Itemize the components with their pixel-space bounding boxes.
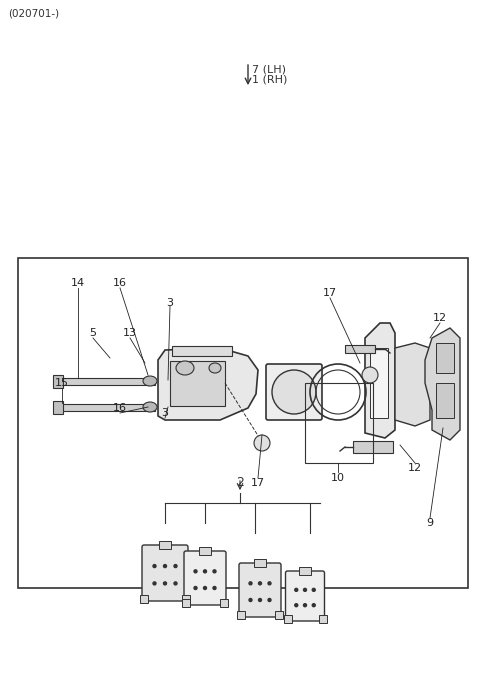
Bar [140, 595, 148, 603]
Bar [170, 361, 225, 406]
Bar [436, 383, 454, 418]
Circle shape [303, 603, 307, 607]
Circle shape [204, 586, 206, 589]
Ellipse shape [176, 361, 194, 375]
FancyBboxPatch shape [184, 551, 226, 605]
Bar [237, 611, 245, 619]
Bar [299, 567, 311, 575]
Circle shape [259, 599, 262, 601]
Bar [53, 401, 63, 414]
Bar [353, 441, 393, 453]
Bar [275, 611, 283, 619]
Text: 7 (LH): 7 (LH) [252, 65, 286, 75]
Text: 13: 13 [123, 328, 137, 338]
Text: 12: 12 [433, 313, 447, 323]
PathPatch shape [365, 323, 395, 438]
Bar [254, 559, 266, 567]
Bar [18, 258, 468, 588]
Circle shape [312, 589, 315, 591]
PathPatch shape [425, 328, 460, 440]
Circle shape [272, 370, 316, 414]
Bar [53, 375, 63, 388]
Circle shape [194, 586, 197, 589]
Circle shape [268, 582, 271, 585]
Circle shape [213, 570, 216, 573]
PathPatch shape [158, 348, 258, 420]
Circle shape [254, 435, 270, 451]
Bar [60, 378, 155, 385]
Circle shape [194, 570, 197, 573]
Bar [159, 541, 171, 549]
FancyBboxPatch shape [239, 563, 281, 617]
Circle shape [164, 582, 167, 585]
Ellipse shape [209, 363, 221, 373]
Text: 17: 17 [323, 288, 337, 298]
Text: 12: 12 [408, 463, 422, 473]
Bar [319, 615, 326, 623]
Text: 16: 16 [113, 403, 127, 413]
FancyBboxPatch shape [266, 364, 322, 420]
Circle shape [259, 582, 262, 585]
Circle shape [312, 603, 315, 607]
Bar [436, 343, 454, 373]
Text: 17: 17 [251, 478, 265, 488]
Text: (020701-): (020701-) [8, 8, 59, 18]
Circle shape [213, 586, 216, 589]
Circle shape [268, 599, 271, 601]
Circle shape [153, 565, 156, 567]
Bar [305, 383, 373, 463]
Bar [370, 348, 388, 418]
PathPatch shape [395, 343, 430, 426]
Text: 15: 15 [55, 378, 69, 388]
Circle shape [249, 582, 252, 585]
Text: 2: 2 [236, 477, 244, 490]
Circle shape [295, 589, 298, 591]
Circle shape [295, 603, 298, 607]
Bar [220, 599, 228, 607]
Circle shape [249, 599, 252, 601]
Bar [345, 345, 375, 353]
Bar [199, 547, 211, 555]
Circle shape [174, 565, 177, 567]
Text: 14: 14 [71, 278, 85, 288]
Bar [60, 404, 155, 411]
Bar [172, 346, 232, 356]
Circle shape [303, 589, 307, 591]
Circle shape [153, 582, 156, 585]
Circle shape [174, 582, 177, 585]
Bar [182, 599, 190, 607]
Bar [284, 615, 291, 623]
Ellipse shape [143, 402, 157, 412]
FancyBboxPatch shape [142, 545, 188, 601]
Circle shape [204, 570, 206, 573]
Text: 5: 5 [89, 328, 96, 338]
Bar [182, 595, 190, 603]
Ellipse shape [143, 376, 157, 386]
Circle shape [164, 565, 167, 567]
Text: 10: 10 [331, 473, 345, 483]
Text: 9: 9 [426, 518, 433, 528]
Text: 1 (RH): 1 (RH) [252, 75, 288, 85]
Text: 16: 16 [113, 278, 127, 288]
FancyBboxPatch shape [286, 571, 324, 621]
Text: 3: 3 [161, 408, 168, 418]
Text: 3: 3 [167, 298, 173, 308]
Circle shape [362, 367, 378, 383]
